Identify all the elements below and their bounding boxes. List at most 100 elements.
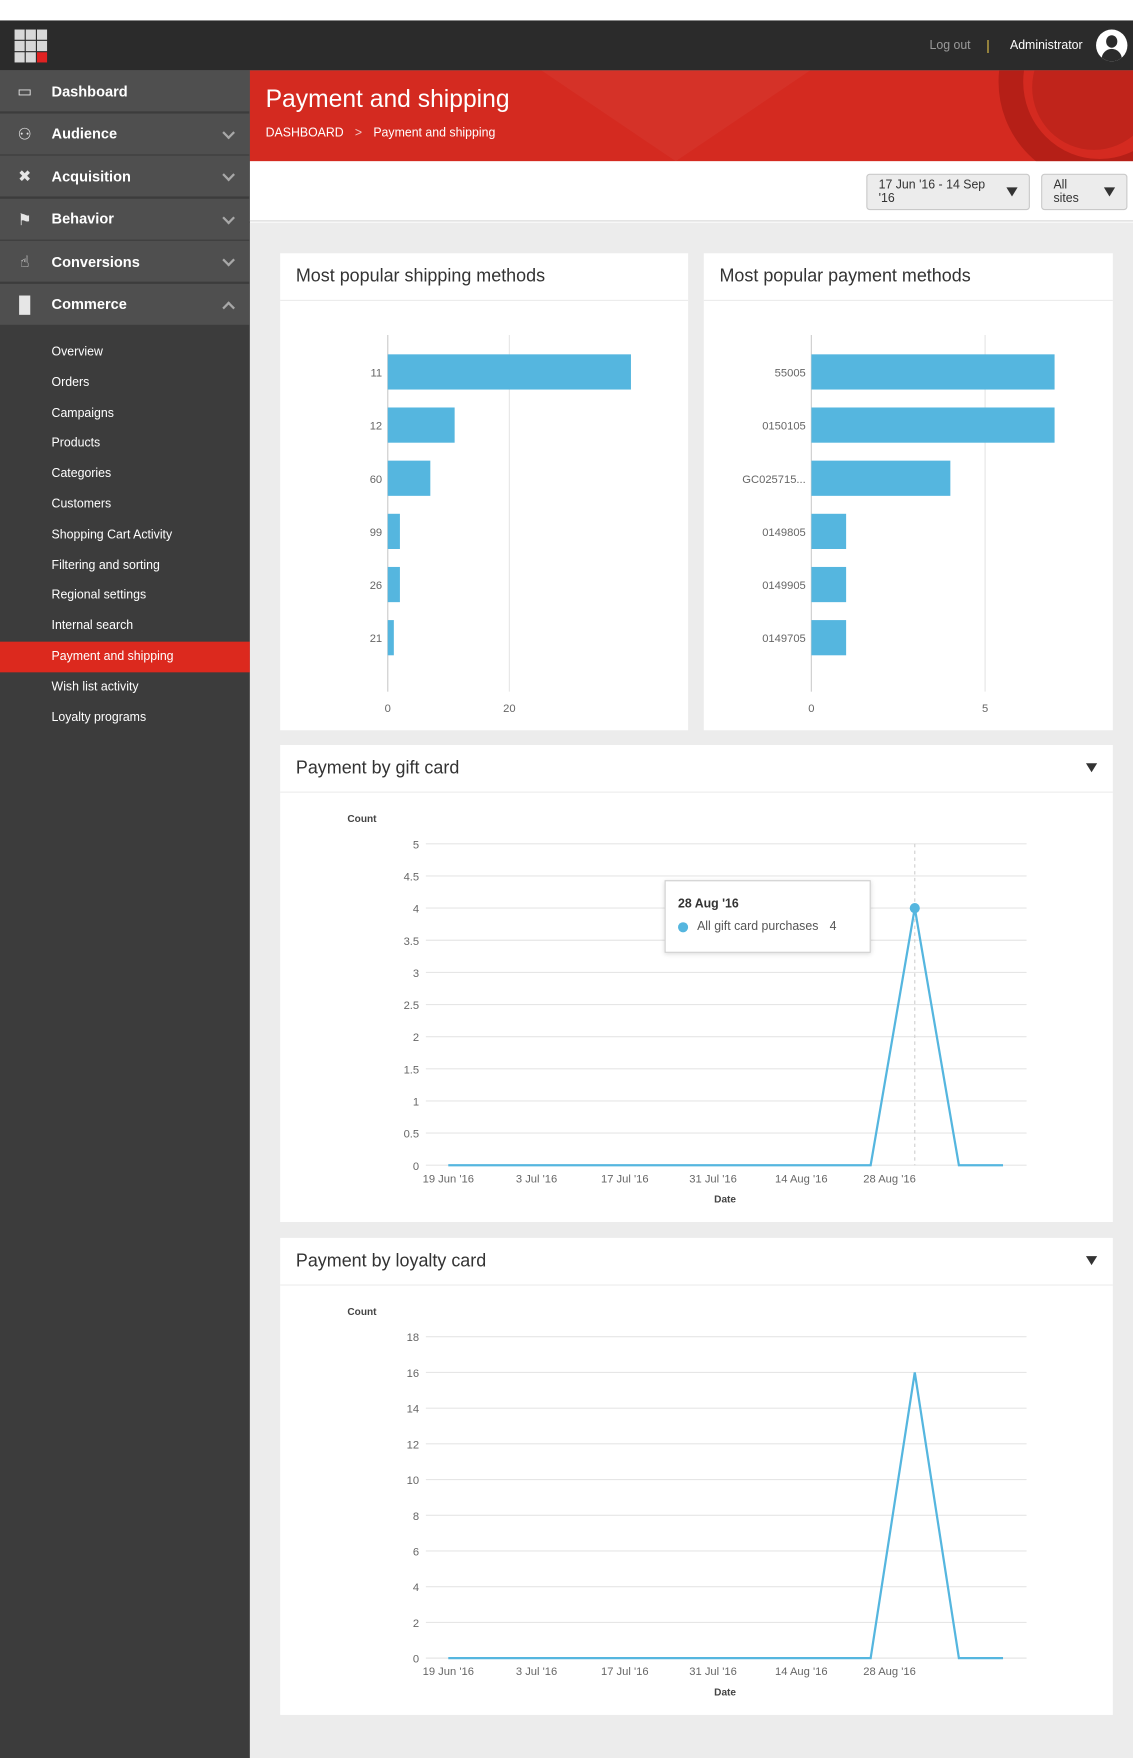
- payment-methods-chart: 0 5 55005 0150105 GC025715... 0149805 0149905 0…: [742, 335, 1055, 715]
- shipping-methods-card: Most popular shipping methods 0 20 11 12 60 9…: [280, 253, 689, 731]
- chevron-down-icon: [222, 125, 235, 139]
- subnav-item-orders[interactable]: Orders: [51, 375, 90, 390]
- x-axis-title: Date: [714, 1688, 736, 1699]
- sidebar-item-commerce[interactable]: █ Commerce: [0, 283, 250, 325]
- subnav-item-loyalty-programs[interactable]: Loyalty programs: [51, 710, 147, 725]
- shipping-methods-chart: 0 20 11 12 60 99 26 21: [370, 335, 631, 715]
- series-dot-icon: [678, 921, 689, 932]
- category-label: 0149805: [762, 527, 806, 539]
- sidebar-item-behavior[interactable]: ⚑ Behavior: [0, 198, 250, 240]
- y-tick-label: 4: [413, 1582, 419, 1594]
- subnav-item-regional-settings[interactable]: Regional settings: [51, 588, 147, 603]
- subnav-item-customers[interactable]: Customers: [51, 497, 112, 512]
- x-tick-label: 28 Aug '16: [863, 1173, 916, 1185]
- category-label: 26: [370, 580, 382, 592]
- card-divider: [280, 1284, 1113, 1286]
- bar: [387, 460, 431, 496]
- breadcrumb-dashboard[interactable]: DASHBOARD: [265, 126, 344, 140]
- site-dropdown[interactable]: All sites: [1041, 173, 1128, 211]
- subnav-item-campaigns[interactable]: Campaigns: [51, 406, 114, 420]
- sidebar-item-conversions[interactable]: ☝ Conversions: [0, 240, 250, 282]
- y-tick-label: 18: [407, 1332, 419, 1344]
- subnav-item-products[interactable]: Products: [51, 436, 101, 451]
- breadcrumb-separator: >: [354, 126, 363, 140]
- subnav-item-wish-list-activity[interactable]: Wish list activity: [51, 680, 139, 694]
- barcode-icon: █: [19, 294, 31, 313]
- bar: [387, 620, 394, 656]
- sidebar-item-label: Commerce: [51, 295, 127, 313]
- loyalty-card-card: Payment by loyalty card Count 0 2 4 6 8 10 12 14…: [280, 1237, 1113, 1715]
- filter-bar: 17 Jun '16 - 14 Sep '16 All sites: [249, 161, 1133, 222]
- tooltip-series: All gift card purchases: [697, 919, 819, 934]
- y-tick-label: 2.5: [404, 1000, 420, 1012]
- monitor-icon: ▭: [17, 81, 33, 100]
- chevron-down-icon: [222, 168, 235, 182]
- x-tick-label: 17 Jul '16: [601, 1173, 649, 1185]
- signpost-icon: ⚑: [17, 209, 32, 228]
- breadcrumb-current: Payment and shipping: [373, 126, 496, 140]
- payment-methods-card: Most popular payment methods 0 5 55005 0150…: [703, 253, 1113, 731]
- y-tick-label: 2: [413, 1032, 419, 1044]
- caret-down-icon: [1103, 187, 1116, 197]
- bar: [387, 566, 400, 603]
- category-label: 60: [370, 474, 382, 486]
- sidebar-item-acquisition[interactable]: ✖ Acquisition: [0, 155, 250, 197]
- y-tick-label: 10: [407, 1475, 419, 1487]
- top-bar: Log out | Administrator: [0, 20, 1133, 71]
- category-label: 0149705: [762, 633, 806, 645]
- y-tick-label: 0: [413, 1654, 419, 1666]
- x-tick-label: 17 Jul '16: [601, 1666, 649, 1678]
- y-axis-title: Count: [347, 814, 377, 825]
- breadcrumb: DASHBOARD > Payment and shipping: [266, 126, 496, 140]
- card-title: Most popular shipping methods: [295, 266, 546, 287]
- sidebar-item-label: Behavior: [51, 210, 114, 228]
- app-grid-icon[interactable]: [14, 29, 48, 63]
- chevron-up-icon: [222, 300, 235, 314]
- x-tick-label: 31 Jul '16: [689, 1173, 737, 1185]
- subnav-item-categories[interactable]: Categories: [51, 466, 112, 481]
- bar: [811, 460, 951, 496]
- bar: [811, 513, 847, 549]
- x-tick-label: 3 Jul '16: [516, 1173, 557, 1185]
- chevron-down-icon: [222, 211, 235, 224]
- content-area: Most popular shipping methods 0 20 11 12 60 9…: [249, 222, 1133, 1758]
- commerce-subnav: Overview Orders Campaigns Products Categorie…: [0, 326, 250, 733]
- logout-link[interactable]: Log out: [929, 38, 971, 53]
- user-name[interactable]: Administrator: [1009, 38, 1083, 53]
- sidebar-item-audience[interactable]: ⚇ Audience: [0, 113, 250, 154]
- data-point: [909, 902, 920, 914]
- y-axis-title: Count: [347, 1307, 377, 1318]
- subnav-item-shopping-cart-activity[interactable]: Shopping Cart Activity: [51, 527, 173, 542]
- x-tick-label: 3 Jul '16: [516, 1666, 557, 1678]
- y-tick-label: 0.5: [404, 1129, 420, 1141]
- subnav-item-internal-search[interactable]: Internal search: [51, 619, 134, 633]
- people-icon: ⚇: [17, 124, 32, 143]
- collapse-toggle-icon[interactable]: [1085, 763, 1098, 773]
- collapse-toggle-icon[interactable]: [1085, 1256, 1098, 1266]
- sidebar-item-dashboard[interactable]: ▭ Dashboard: [0, 70, 250, 112]
- y-tick-label: 1.5: [404, 1064, 420, 1076]
- gift-card-chart: Count 0 0.5 1 1.5 2 2.5 3 3.5 4 4.5 5 19 Jun '16 3 Ju…: [347, 814, 1027, 1206]
- y-tick-label: 0: [413, 1161, 419, 1173]
- y-tick-label: 16: [407, 1368, 419, 1380]
- page-title: Payment and shipping: [265, 84, 510, 113]
- x-axis-title: Date: [714, 1195, 736, 1206]
- x-tick-label: 19 Jun '16: [423, 1666, 474, 1678]
- subnav-item-payment-and-shipping[interactable]: Payment and shipping: [0, 641, 250, 673]
- page-header: Payment and shipping DASHBOARD > Payment…: [249, 70, 1133, 162]
- category-label: 11: [371, 367, 383, 379]
- y-tick-label: 4: [413, 904, 419, 916]
- touch-icon: ☝: [19, 252, 30, 271]
- tooltip-date: 28 Aug '16: [678, 897, 739, 911]
- sidebar: ▭ Dashboard ⚇ Audience ✖ Acquisition ⚑ Behavior…: [0, 70, 250, 1758]
- y-tick-label: 6: [413, 1546, 419, 1558]
- arrows-inward-icon: ✖: [18, 166, 32, 186]
- chevron-down-icon: [222, 253, 235, 267]
- y-tick-label: 3.5: [404, 936, 420, 948]
- avatar[interactable]: [1096, 29, 1128, 62]
- x-tick-label: 20: [503, 703, 515, 715]
- date-range-dropdown[interactable]: 17 Jun '16 - 14 Sep '16: [866, 173, 1030, 211]
- subnav-item-overview[interactable]: Overview: [51, 345, 103, 359]
- subnav-item-filtering-and-sorting[interactable]: Filtering and sorting: [51, 558, 160, 572]
